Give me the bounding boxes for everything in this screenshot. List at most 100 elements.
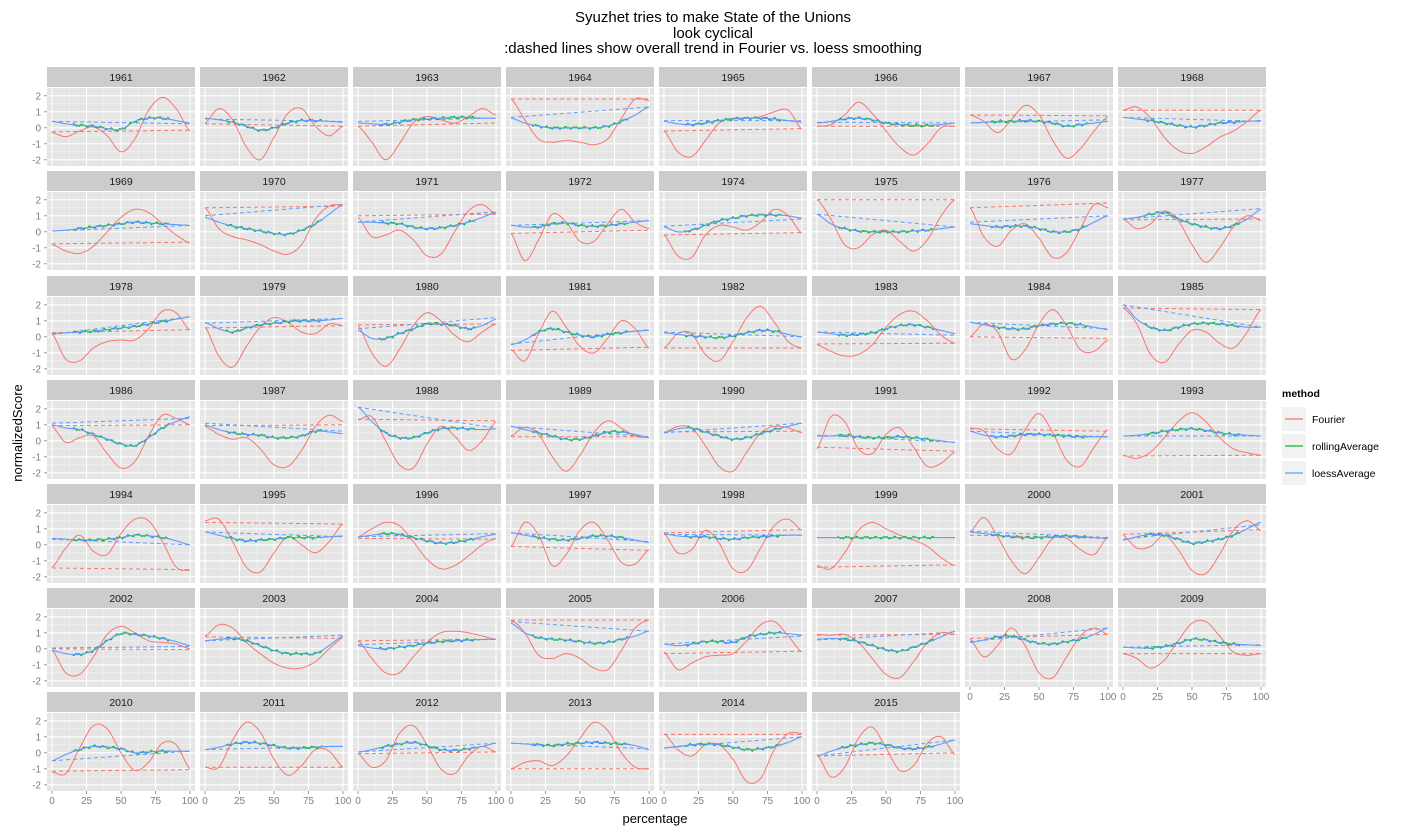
y-tick-label: -2: [32, 572, 41, 583]
fourier-line: [357, 312, 497, 367]
facet-panel: 2013 0 25 50 75 100: [506, 692, 658, 807]
fourier-trend-line: [51, 567, 191, 571]
facet-panel: 1982: [659, 276, 807, 375]
fourier-trend-line: [51, 769, 191, 772]
loess-trend-line: [969, 627, 1109, 643]
facet-strip: [659, 588, 807, 608]
fourier-line: [51, 96, 191, 153]
legend-label: rollingAverage: [1312, 441, 1379, 453]
loess-trend-line: [510, 220, 650, 226]
fourier-line: [969, 104, 1109, 159]
facet-strip-label: 1977: [1180, 176, 1204, 188]
loess-line: [969, 430, 1108, 438]
facet-strip: [812, 380, 960, 400]
facet-panel: 1991: [812, 380, 960, 479]
y-tick-label: 1: [35, 107, 41, 118]
loess-line: [1122, 638, 1261, 649]
facet-panel: 1962: [200, 67, 348, 166]
fourier-trend-line: [510, 346, 650, 351]
facet-strip: [965, 67, 1113, 87]
y-tick-label: 2: [35, 195, 41, 206]
chart-title-line-2: look cyclical: [672, 24, 754, 42]
x-tick-label: 75: [1221, 692, 1233, 703]
loess-trend-line: [663, 635, 803, 645]
y-tick-label: 0: [35, 332, 41, 343]
y-tick-label: 0: [35, 227, 41, 238]
x-tick-label: 25: [81, 796, 93, 807]
facet-strip-label: 2005: [568, 593, 592, 605]
facet-strip: [47, 171, 195, 191]
facet-panel: 1994 -2 -1 0 1 2: [32, 484, 195, 583]
x-tick-label: 0: [814, 796, 820, 807]
facet-strip-label: 1978: [109, 281, 133, 293]
facet-strip-label: 2013: [568, 697, 592, 709]
facet-strip-label: 2001: [1180, 489, 1204, 501]
facet-strip: [506, 171, 654, 191]
facet-panel: 1969 -2 -1 0 1 2: [32, 171, 195, 270]
fourier-trend-line: [969, 202, 1109, 209]
facet-strip: [1118, 484, 1266, 504]
facet-strip-label: 1968: [1180, 72, 1204, 84]
facet-panel: 1966: [812, 67, 960, 166]
loess-line: [510, 220, 650, 228]
fourier-trend-line: [510, 545, 650, 551]
fourier-line: [1122, 619, 1262, 669]
facet-strip-label: 2011: [263, 697, 286, 709]
facet-strip: [200, 588, 348, 608]
facet-strip: [659, 171, 807, 191]
fourier-trend-line: [51, 129, 191, 133]
chart-title-line-1: Syuzhet tries to make State of the Union…: [575, 9, 851, 26]
facet-panel: 2014 0 25 50 75 100: [659, 692, 811, 807]
fourier-trend-line: [816, 564, 956, 568]
x-tick-label: 100: [794, 796, 811, 807]
facet-strip-label: 2015: [874, 697, 898, 709]
loess-line: [204, 117, 343, 131]
fourier-line: [204, 517, 344, 574]
fourier-line: [816, 521, 956, 570]
facet-strip-label: 1996: [415, 489, 439, 501]
facet-panel: 2007: [812, 588, 960, 687]
loess-line: [816, 213, 956, 233]
facet-strip-label: 1995: [262, 489, 286, 501]
fourier-line: [204, 107, 344, 161]
facet-strip: [200, 171, 348, 191]
loess-trend-line: [969, 215, 1109, 223]
facet-panel: 1985: [1118, 276, 1266, 375]
facet-strip-label: 2002: [109, 593, 133, 605]
loess-trend-line: [663, 422, 803, 434]
loess-trend-line: [816, 739, 956, 757]
fourier-line: [510, 208, 650, 262]
loess-line: [204, 317, 344, 333]
fourier-line: [51, 625, 191, 677]
legend-label: Fourier: [1312, 414, 1346, 426]
loess-line: [357, 406, 497, 439]
loess-trend-line: [1122, 208, 1262, 220]
fourier-line: [204, 204, 343, 255]
loess-trend-line: [969, 119, 1109, 124]
facet-panel: 1963: [353, 67, 501, 166]
y-tick-label: -1: [32, 139, 41, 150]
facet-strip-label: 2003: [262, 593, 286, 605]
y-tick-label: 1: [35, 732, 41, 743]
facet-strip: [353, 171, 501, 191]
fourier-trend-line: [816, 633, 956, 636]
facet-panel: 1999: [812, 484, 960, 583]
facet-panel: 1997: [506, 484, 654, 583]
facet-strip-label: 1999: [874, 489, 898, 501]
facet-strip-label: 2009: [1180, 593, 1204, 605]
facet-strip: [47, 276, 195, 296]
legend-title: method: [1282, 388, 1320, 400]
loess-trend-line: [357, 211, 497, 223]
facet-strip-label: 1972: [568, 176, 592, 188]
fourier-line: [1122, 210, 1262, 263]
facet-strip-label: 2012: [415, 697, 439, 709]
x-tick-label: 75: [303, 796, 315, 807]
fourier-trend-line: [204, 424, 344, 427]
facet-strip: [1118, 171, 1266, 191]
loess-line: [204, 741, 343, 751]
fourier-trend-line: [663, 650, 803, 655]
facet-strip: [659, 276, 807, 296]
x-tick-label: 75: [915, 796, 927, 807]
y-tick-label: 2: [35, 91, 41, 102]
x-tick-label: 25: [540, 796, 552, 807]
